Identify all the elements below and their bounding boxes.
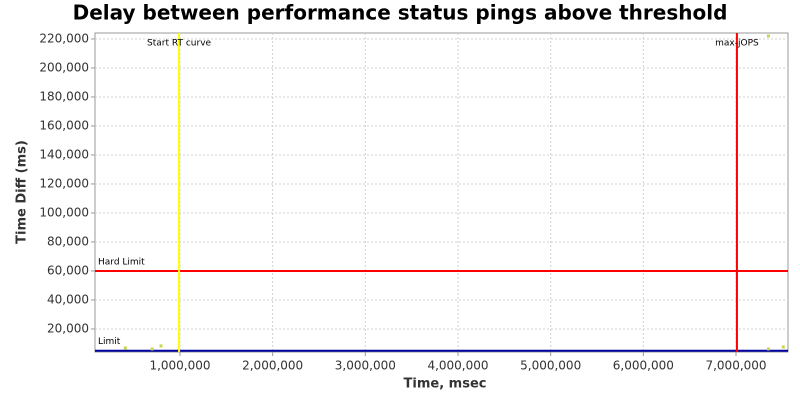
marker-label: max-jOPS xyxy=(715,39,759,49)
point xyxy=(123,346,127,350)
threshold-label: Hard Limit xyxy=(98,257,145,267)
y-axis-label: Time Diff (ms) xyxy=(15,140,30,244)
y-tick-label: 180,000 xyxy=(39,89,89,103)
y-tick-label: 220,000 xyxy=(39,31,89,45)
y-tick-label: 200,000 xyxy=(39,60,89,74)
y-tick-label: 100,000 xyxy=(39,205,89,219)
x-tick-label: 3,000,000 xyxy=(335,359,396,373)
x-tick-label: 2,000,000 xyxy=(242,359,303,373)
threshold-label: Limit xyxy=(98,337,121,347)
y-tick-label: 80,000 xyxy=(47,234,89,248)
x-tick-label: 1,000,000 xyxy=(149,359,210,373)
point xyxy=(766,34,770,38)
x-tick-label: 6,000,000 xyxy=(613,359,674,373)
marker-label: Start RT curve xyxy=(147,39,211,49)
y-tick-label: 140,000 xyxy=(39,147,89,161)
x-axis-label: Time, msec xyxy=(404,377,487,392)
point xyxy=(150,347,154,351)
point xyxy=(159,344,163,348)
x-tick-label: 4,000,000 xyxy=(427,359,488,373)
point xyxy=(781,345,785,349)
y-tick-label: 160,000 xyxy=(39,118,89,132)
y-tick-label: 20,000 xyxy=(47,321,89,335)
y-tick-label: 60,000 xyxy=(47,263,89,277)
y-tick-label: 120,000 xyxy=(39,176,89,190)
y-tick-label: 40,000 xyxy=(47,292,89,306)
point xyxy=(766,347,770,351)
chart-title: Delay between performance status pings a… xyxy=(73,1,728,25)
plot-area xyxy=(94,32,789,353)
x-tick-label: 7,000,000 xyxy=(705,359,766,373)
x-tick-label: 5,000,000 xyxy=(520,359,581,373)
